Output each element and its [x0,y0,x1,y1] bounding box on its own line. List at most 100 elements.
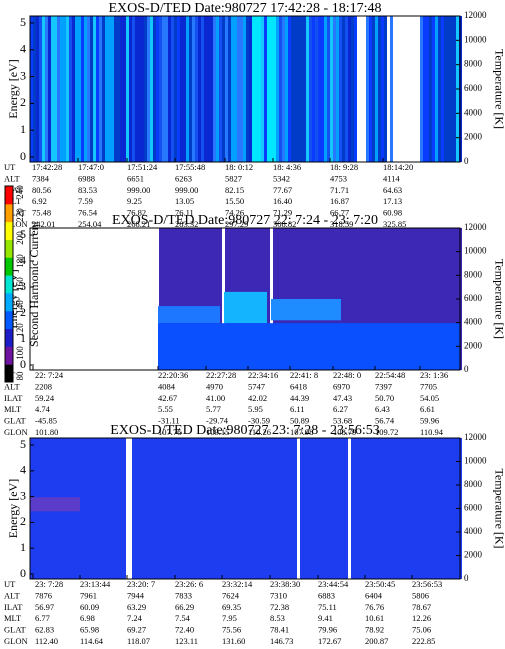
spectrogram-cell [414,228,417,370]
y2-axis-label: Temperature [K] [492,259,505,339]
cell: 22:27:28 [206,370,236,380]
cell: 23:20: 7 [127,579,155,589]
spectrogram-cell [180,16,183,162]
spectrogram-cell [147,438,150,579]
spectrogram-cell [408,16,411,162]
spectrogram-cell [168,228,171,370]
spectrogram-cell [213,438,216,579]
colorbar-cell [5,364,13,383]
cell: 44.39 [290,393,309,403]
spectrogram-cell [372,16,375,162]
cell: 50.89 [290,416,309,426]
spectrogram-cell [120,228,123,370]
row-label: GLAT [4,416,27,426]
cell: 4114 [383,173,400,183]
cell: 72.40 [175,625,194,635]
spectrogram-cell [435,16,438,162]
cell: 6.77 [35,613,50,623]
cell: 6.92 [32,196,47,206]
spectrogram-cell [432,16,435,162]
spectrogram-cell [174,16,177,162]
cell: 222.85 [412,636,435,646]
spectrogram-cell [138,438,141,579]
cell: 75.11 [318,602,337,612]
cell: 74.26 [225,208,244,218]
spectrogram-cell [261,438,264,579]
spectrogram-cell [189,16,192,162]
cell: 23: 1:36 [420,370,448,380]
spectrogram-cell [381,228,384,370]
spectrogram-cell [426,228,429,370]
y2-tick-label: 2000 [464,550,483,560]
spectrogram-cell [354,16,357,162]
spectrogram-cell [300,16,303,162]
spectrogram-cell [33,228,36,370]
spectrogram-cell [264,438,267,579]
spectrogram-cell [126,228,129,370]
spectrogram-cell [66,16,69,162]
spectrogram-cell [90,228,93,370]
cell: 7944 [127,590,145,600]
spectrogram-cell [75,16,78,162]
spectrogram-cell [213,228,216,370]
colorbar-cell [5,221,13,240]
y2-tick-label: 2000 [464,132,483,142]
spectrogram-cell [312,16,315,162]
spectrogram-cell [159,438,162,579]
cell: 112.40 [35,636,58,646]
spectrogram-cell [84,438,87,579]
spectrogram-cell [81,228,84,370]
spectrogram-cell [87,228,90,370]
cell: 7876 [35,590,52,600]
spectrogram-cell [183,228,186,370]
spectrogram-cell [438,16,441,162]
spectrogram-cell [444,228,447,370]
spectrogram-cell [414,16,417,162]
spectrogram-cell [432,228,435,370]
cell: 77.67 [273,185,292,195]
spectrogram-cell [333,16,336,162]
spectrogram-cell [30,228,33,370]
spectrogram-cell [237,16,240,162]
spectrogram-cell [168,16,171,162]
spectrogram-cell [285,438,288,579]
spectrogram-cell [258,438,261,579]
y2-tick-label: 12000 [464,10,487,20]
spectrogram-cell [228,438,231,579]
y-tick-label: 3 [20,279,26,293]
spectrogram-cell [342,438,345,579]
y-tick-label: 5 [20,437,26,451]
cell: 6404 [365,590,383,600]
cell: 60.98 [383,208,402,218]
spectrogram-cell [207,438,210,579]
spectrogram-cell [150,438,153,579]
cell: 6651 [127,173,144,183]
spectrogram-cell [168,438,171,579]
spectrogram-cell [330,438,333,579]
spectrogram-cell [102,438,105,579]
spectrogram-cell [153,228,156,370]
spectrogram-cell [411,228,414,370]
spectrogram-cell [366,228,369,370]
spectrogram-cell [156,438,159,579]
y2-tick-label: 12000 [464,222,487,232]
cell: 22:20:36 [158,370,188,380]
cell: 22: 7:24 [35,370,64,380]
spectrogram-cell [105,438,108,579]
cell: 63.29 [127,602,146,612]
y-axis-label: Energy [eV] [6,479,20,538]
spectrogram-cell [384,438,387,579]
spectrogram-cell [330,16,333,162]
spectrogram-cell [201,438,204,579]
spectrogram-cell [99,438,102,579]
spectrogram-cell [402,228,405,370]
cell: 308.82 [273,219,296,229]
spectrogram-cell [114,16,117,162]
cell: 6.43 [375,404,390,414]
cell: 59.24 [35,393,55,403]
spectrogram-cell [204,16,207,162]
spectrogram-cell [138,228,141,370]
cell: 65.98 [80,625,99,635]
cell: 5806 [412,590,429,600]
spectrogram-cell [351,16,354,162]
